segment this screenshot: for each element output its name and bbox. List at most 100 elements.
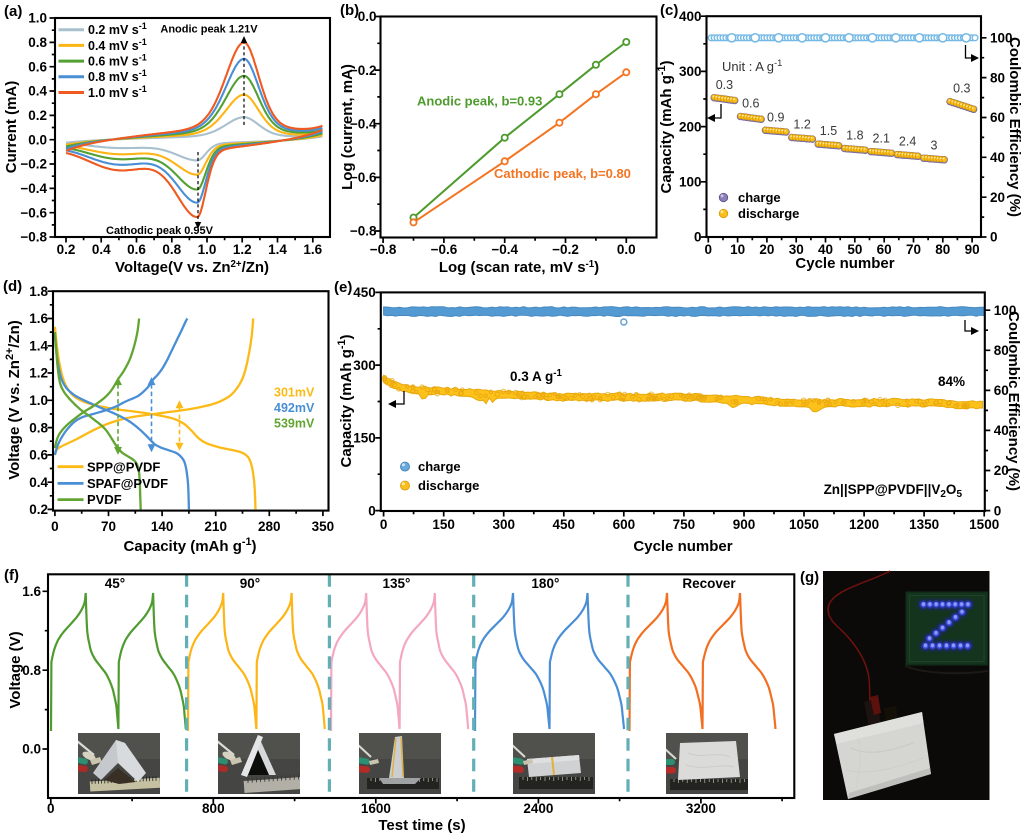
svg-text:discharge: discharge xyxy=(738,206,799,221)
svg-text:0.9: 0.9 xyxy=(767,110,784,124)
svg-text:3200: 3200 xyxy=(686,801,716,816)
svg-text:Current (mA): Current (mA) xyxy=(3,81,20,174)
svg-text:Capacity (mAh g-1): Capacity (mAh g-1) xyxy=(336,335,355,468)
svg-text:140: 140 xyxy=(151,519,174,534)
svg-text:Recover: Recover xyxy=(682,576,736,591)
svg-text:0.0: 0.0 xyxy=(358,9,377,24)
svg-text:(e): (e) xyxy=(334,279,352,296)
svg-text:1.6: 1.6 xyxy=(22,584,41,599)
svg-text:350: 350 xyxy=(312,519,335,534)
svg-text:20: 20 xyxy=(759,242,774,257)
svg-text:60: 60 xyxy=(994,383,1009,398)
svg-text:(g): (g) xyxy=(800,569,819,586)
svg-text:0: 0 xyxy=(994,503,1002,518)
svg-text:539mV: 539mV xyxy=(274,417,315,431)
svg-text:0.2: 0.2 xyxy=(28,108,47,123)
svg-text:0: 0 xyxy=(51,519,59,534)
svg-text:0.6 mV s-1: 0.6 mV s-1 xyxy=(88,53,147,69)
svg-text:80: 80 xyxy=(935,242,950,257)
svg-text:30: 30 xyxy=(789,242,804,257)
svg-text:Log (current, mA): Log (current, mA) xyxy=(339,64,356,190)
svg-text:2.1: 2.1 xyxy=(873,132,890,146)
svg-text:−0.2: −0.2 xyxy=(552,242,579,257)
svg-text:100: 100 xyxy=(990,31,1013,46)
svg-text:1050: 1050 xyxy=(789,517,819,532)
svg-text:Anodic peak, b=0.93: Anodic peak, b=0.93 xyxy=(417,94,542,109)
svg-text:(a): (a) xyxy=(4,3,22,20)
svg-text:0: 0 xyxy=(47,801,55,816)
svg-text:0: 0 xyxy=(380,517,388,532)
svg-text:1.4: 1.4 xyxy=(268,242,287,257)
svg-text:40: 40 xyxy=(990,150,1005,165)
svg-text:Coulombic Efficiency (%): Coulombic Efficiency (%) xyxy=(1006,37,1023,217)
svg-text:1.0 mV s-1: 1.0 mV s-1 xyxy=(88,84,147,100)
svg-text:SPAF@PVDF: SPAF@PVDF xyxy=(87,476,168,491)
svg-text:0.8: 0.8 xyxy=(22,663,41,678)
svg-text:−0.4: −0.4 xyxy=(350,116,377,131)
svg-text:1500: 1500 xyxy=(969,517,999,532)
svg-text:0.8: 0.8 xyxy=(28,35,47,50)
svg-text:0.6: 0.6 xyxy=(28,59,47,74)
svg-text:450: 450 xyxy=(353,285,376,300)
svg-text:−0.6: −0.6 xyxy=(350,170,377,185)
svg-text:10: 10 xyxy=(730,242,745,257)
svg-text:Voltage (V vs. Zn2+/Zn): Voltage (V vs. Zn2+/Zn) xyxy=(4,320,23,480)
svg-text:40: 40 xyxy=(818,242,833,257)
svg-text:45°: 45° xyxy=(105,576,125,591)
svg-text:180°: 180° xyxy=(531,576,559,591)
svg-text:−0.4: −0.4 xyxy=(20,181,47,196)
svg-text:0.6: 0.6 xyxy=(742,97,759,111)
svg-text:1600: 1600 xyxy=(361,801,391,816)
svg-text:charge: charge xyxy=(418,459,461,474)
svg-text:0: 0 xyxy=(705,242,713,257)
svg-text:−0.8: −0.8 xyxy=(370,242,397,257)
svg-text:0.2: 0.2 xyxy=(29,502,48,517)
svg-text:1200: 1200 xyxy=(849,517,879,532)
svg-text:300: 300 xyxy=(353,358,376,373)
svg-text:Cycle number: Cycle number xyxy=(795,255,894,272)
svg-text:0: 0 xyxy=(694,230,702,245)
svg-text:0.8 mV s-1: 0.8 mV s-1 xyxy=(88,68,147,84)
svg-text:20: 20 xyxy=(990,190,1005,205)
svg-text:0.2: 0.2 xyxy=(57,242,76,257)
svg-text:90: 90 xyxy=(965,242,980,257)
svg-text:−0.8: −0.8 xyxy=(350,224,377,239)
svg-text:60: 60 xyxy=(877,242,892,257)
svg-text:Unit : A g-1: Unit : A g-1 xyxy=(722,57,782,75)
svg-text:Capacity (mAh g-1): Capacity (mAh g-1) xyxy=(656,61,675,194)
svg-text:1.2: 1.2 xyxy=(233,242,252,257)
svg-text:70: 70 xyxy=(101,519,116,534)
svg-text:Coulombic Efficiency (%): Coulombic Efficiency (%) xyxy=(1005,311,1022,491)
svg-text:90°: 90° xyxy=(240,576,260,591)
svg-text:SPP@PVDF: SPP@PVDF xyxy=(87,459,160,474)
svg-text:280: 280 xyxy=(258,519,281,534)
svg-text:135°: 135° xyxy=(383,576,411,591)
svg-text:80: 80 xyxy=(990,70,1005,85)
svg-text:1.4: 1.4 xyxy=(29,338,48,353)
svg-text:0.4 mV s-1: 0.4 mV s-1 xyxy=(88,37,147,53)
svg-text:Cathodic peak 0.95V: Cathodic peak 0.95V xyxy=(106,225,214,237)
svg-text:Test time (s): Test time (s) xyxy=(378,817,465,834)
svg-text:(b): (b) xyxy=(340,2,359,19)
svg-text:300: 300 xyxy=(679,64,702,79)
svg-text:0.8: 0.8 xyxy=(29,420,48,435)
svg-text:Cycle number: Cycle number xyxy=(633,538,732,555)
svg-text:100: 100 xyxy=(679,175,702,190)
svg-text:100: 100 xyxy=(994,303,1017,318)
svg-text:Cathodic peak, b=0.80: Cathodic peak, b=0.80 xyxy=(494,166,631,181)
svg-text:0: 0 xyxy=(368,503,376,518)
svg-text:84%: 84% xyxy=(938,374,965,389)
svg-text:(f): (f) xyxy=(4,567,19,584)
svg-text:800: 800 xyxy=(202,801,225,816)
svg-text:Voltage (V): Voltage (V) xyxy=(7,631,24,708)
svg-text:0.0: 0.0 xyxy=(22,742,41,757)
svg-text:50: 50 xyxy=(847,242,862,257)
svg-text:450: 450 xyxy=(553,517,576,532)
svg-text:0.3 A g-1: 0.3 A g-1 xyxy=(510,368,562,385)
svg-text:Log (scan rate, mV s-1): Log (scan rate, mV s-1) xyxy=(439,259,599,277)
svg-text:2.4: 2.4 xyxy=(899,135,916,149)
svg-text:−0.4: −0.4 xyxy=(491,242,518,257)
svg-text:400: 400 xyxy=(679,9,702,24)
svg-text:70: 70 xyxy=(906,242,921,257)
svg-text:(c): (c) xyxy=(660,2,678,19)
